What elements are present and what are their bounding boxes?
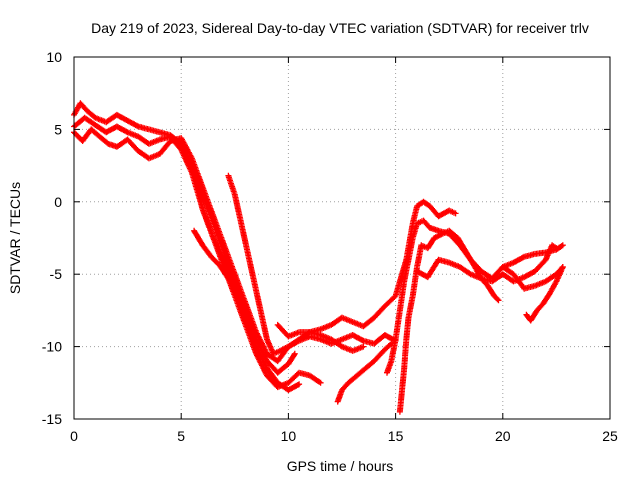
x-tick-label: 20 bbox=[495, 428, 511, 444]
series-markers bbox=[396, 227, 502, 415]
series-track-8 bbox=[334, 340, 395, 405]
series-markers bbox=[384, 217, 566, 376]
series-markers bbox=[274, 321, 367, 354]
data-series bbox=[71, 100, 566, 415]
series-track-7 bbox=[274, 321, 367, 354]
x-axis-ticks: 0 5 10 15 20 25 bbox=[70, 57, 618, 444]
y-tick-label: -5 bbox=[50, 266, 63, 282]
series-track-11 bbox=[414, 242, 560, 285]
grid-lines bbox=[74, 57, 610, 419]
x-tick-label: 15 bbox=[388, 428, 404, 444]
series-markers bbox=[184, 155, 303, 393]
plot-frame bbox=[73, 56, 611, 420]
y-tick-label: 0 bbox=[54, 194, 62, 210]
y-axis-ticks: -15 -10 -5 0 5 10 bbox=[42, 49, 610, 427]
series-markers bbox=[414, 242, 560, 285]
x-tick-label: 25 bbox=[602, 428, 618, 444]
series-track-6 bbox=[191, 227, 238, 285]
x-tick-label: 10 bbox=[281, 428, 297, 444]
x-axis-label: GPS time / hours bbox=[287, 458, 394, 474]
series-markers bbox=[334, 340, 395, 405]
x-tick-label: 5 bbox=[177, 428, 185, 444]
series-markers bbox=[523, 264, 566, 324]
y-tick-label: -10 bbox=[42, 339, 62, 355]
y-axis-label: SDTVAR / TECUs bbox=[7, 182, 23, 294]
y-tick-label: -15 bbox=[42, 411, 62, 427]
chart-title: Day 219 of 2023, Sidereal Day-to-day VTE… bbox=[91, 20, 589, 36]
series-track-9 bbox=[384, 217, 566, 376]
series-track-4 bbox=[184, 155, 303, 393]
y-tick-label: 5 bbox=[54, 121, 62, 137]
x-tick-label: 0 bbox=[70, 428, 78, 444]
series-track-10 bbox=[396, 227, 502, 415]
series-track-13 bbox=[523, 264, 566, 324]
y-tick-label: 10 bbox=[46, 49, 62, 65]
series-markers bbox=[191, 227, 238, 285]
